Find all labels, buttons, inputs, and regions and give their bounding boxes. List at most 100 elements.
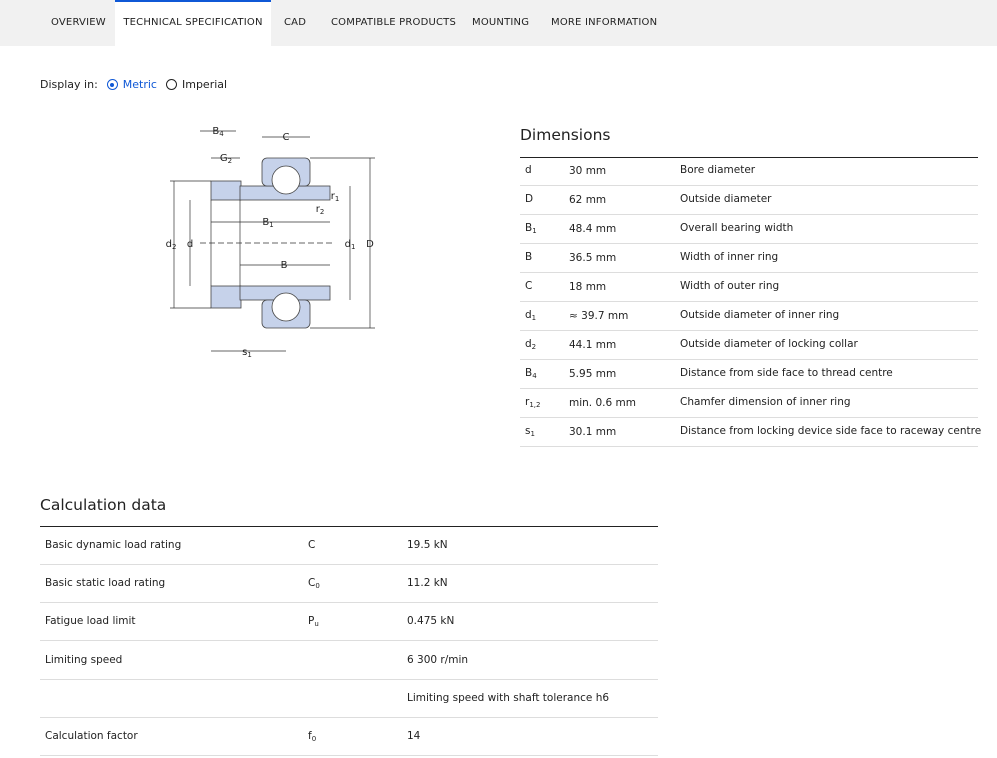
dimension-row: d 30 mm Bore diameter bbox=[520, 157, 978, 186]
diagram-label: D bbox=[366, 239, 374, 250]
diagram-label: d bbox=[187, 239, 193, 250]
symbol-sub: 4 bbox=[532, 372, 537, 380]
radio-imperial[interactable] bbox=[165, 79, 177, 90]
calculation-row: Limiting speed with shaft tolerance h6 bbox=[40, 680, 658, 718]
symbol-sub: 1 bbox=[530, 430, 535, 438]
label-text: G bbox=[220, 153, 228, 164]
tab-bar: OVERVIEW TECHNICAL SPECIFICATION CAD COMPAT… bbox=[0, 0, 997, 46]
diagram-label: C bbox=[283, 132, 290, 143]
symbol-cell: C0 bbox=[308, 577, 320, 590]
calc-value: 0.475 kN bbox=[407, 615, 455, 628]
label-sub: 2 bbox=[172, 243, 176, 251]
symbol-cell: d2 bbox=[525, 338, 536, 351]
unit-selector: Display in: Metric Imperial bbox=[40, 78, 227, 91]
symbol-cell: C bbox=[525, 280, 532, 292]
metric-label[interactable]: Metric bbox=[122, 78, 157, 91]
dimension-description: Outside diameter bbox=[680, 193, 772, 205]
label-sub: 1 bbox=[247, 351, 251, 359]
radio-metric[interactable] bbox=[106, 79, 118, 90]
dimension-value: 44.1 mm bbox=[569, 339, 617, 351]
dimension-description: Chamfer dimension of inner ring bbox=[680, 396, 851, 408]
symbol-cell: Pu bbox=[308, 615, 319, 628]
dimension-description: Outside diameter of locking collar bbox=[680, 338, 858, 350]
dimension-value: 62 mm bbox=[569, 194, 607, 206]
dimension-value: 18 mm bbox=[569, 281, 607, 293]
label-text: D bbox=[366, 239, 374, 250]
dimension-value: 48.4 mm bbox=[569, 223, 617, 235]
tab[interactable]: CAD bbox=[284, 17, 307, 28]
diagram-label: B bbox=[281, 260, 288, 271]
symbol-sub: 1,2 bbox=[529, 401, 541, 409]
symbol: r bbox=[525, 396, 530, 408]
tab[interactable]: OVERVIEW bbox=[51, 17, 106, 28]
symbol-sub: u bbox=[314, 620, 319, 629]
symbol-sub: 1 bbox=[531, 314, 537, 322]
symbol: B bbox=[525, 222, 533, 234]
symbol-sub: 1 bbox=[532, 227, 537, 235]
symbol-cell: B4 bbox=[525, 367, 537, 380]
symbol-cell: r1,2 bbox=[525, 396, 540, 409]
label-text: d bbox=[345, 239, 351, 250]
tab[interactable]: MOUNTING bbox=[472, 17, 530, 28]
dimension-row: s1 30.1 mm Distance from locking device si… bbox=[520, 418, 981, 447]
locking-collar bbox=[210, 285, 242, 309]
label-text: d bbox=[166, 239, 172, 250]
calc-value: Limiting speed with shaft tolerance h6 bbox=[407, 691, 610, 704]
calculation-title: Calculation data bbox=[40, 496, 167, 514]
calc-label: Limiting speed bbox=[45, 653, 123, 666]
diagram-label: r1 bbox=[331, 191, 340, 203]
symbol: f bbox=[308, 730, 312, 742]
label-text: B bbox=[262, 217, 269, 228]
symbol: d bbox=[525, 309, 532, 321]
dimension-row: C 18 mm Width of outer ring bbox=[520, 273, 978, 302]
label-text: s bbox=[242, 347, 247, 358]
symbol-cell: B bbox=[525, 251, 532, 263]
label-text: C bbox=[283, 132, 290, 143]
label-text: r bbox=[331, 191, 336, 202]
dimension-value: 5.95 mm bbox=[569, 368, 617, 380]
calc-value: 14 bbox=[407, 730, 421, 742]
symbol-cell: C bbox=[308, 539, 315, 551]
dimension-row: B4 5.95 mm Distance from side face to thre… bbox=[520, 360, 978, 389]
calc-label: Calculation factor bbox=[45, 730, 138, 742]
dimension-row: D 62 mm Outside diameter bbox=[520, 186, 978, 215]
symbol-cell: B1 bbox=[525, 222, 537, 235]
diagram-label: G2 bbox=[220, 153, 232, 165]
calculation-row: Fatigue load limit Pu 0.475 kN bbox=[40, 603, 658, 642]
label-sub: 1 bbox=[269, 221, 273, 229]
rule bbox=[520, 157, 978, 158]
diagram-label: B1 bbox=[262, 217, 273, 229]
symbol-cell: d bbox=[525, 164, 532, 176]
tab[interactable]: TECHNICAL SPECIFICATION bbox=[115, 0, 271, 46]
calc-label: Basic dynamic load rating bbox=[45, 539, 182, 551]
label-text: B bbox=[281, 260, 288, 271]
symbol-sub: 0 bbox=[315, 582, 320, 591]
imperial-label[interactable]: Imperial bbox=[181, 78, 228, 91]
calculation-row: Limiting speed 6 300 r/min bbox=[40, 642, 658, 680]
symbol: d bbox=[525, 164, 532, 176]
ball bbox=[271, 292, 301, 322]
symbol: D bbox=[525, 193, 534, 205]
symbol: s bbox=[525, 425, 531, 437]
diagram-label: d2 bbox=[166, 239, 177, 251]
dimension-row: d1 ≈ 39.7 mm Outside diameter of inner rin… bbox=[520, 302, 978, 331]
tab[interactable]: COMPATIBLE PRODUCTS bbox=[331, 17, 457, 28]
dimension-row: B1 48.4 mm Overall bearing width bbox=[520, 215, 978, 244]
symbol: d bbox=[525, 338, 532, 350]
calc-value: 19.5 kN bbox=[407, 539, 448, 551]
display-label: Display in: bbox=[40, 78, 98, 91]
label-sub: 4 bbox=[219, 130, 224, 138]
dimension-row: r1,2 min. 0.6 mm Chamfer dimension of inne… bbox=[520, 389, 978, 418]
dimension-description: Width of outer ring bbox=[680, 280, 780, 292]
dimension-row: B 36.5 mm Width of inner ring bbox=[520, 244, 978, 273]
tab[interactable]: MORE INFORMATION bbox=[551, 17, 658, 28]
symbol-cell: s1 bbox=[525, 425, 535, 438]
symbol: C bbox=[308, 539, 316, 551]
dimension-value: 36.5 mm bbox=[569, 252, 617, 264]
rule bbox=[40, 526, 658, 527]
calc-value: 6 300 r/min bbox=[407, 653, 469, 666]
dimension-row: d2 44.1 mm Outside diameter of locking col… bbox=[520, 331, 978, 360]
symbol-cell: D bbox=[525, 193, 533, 205]
